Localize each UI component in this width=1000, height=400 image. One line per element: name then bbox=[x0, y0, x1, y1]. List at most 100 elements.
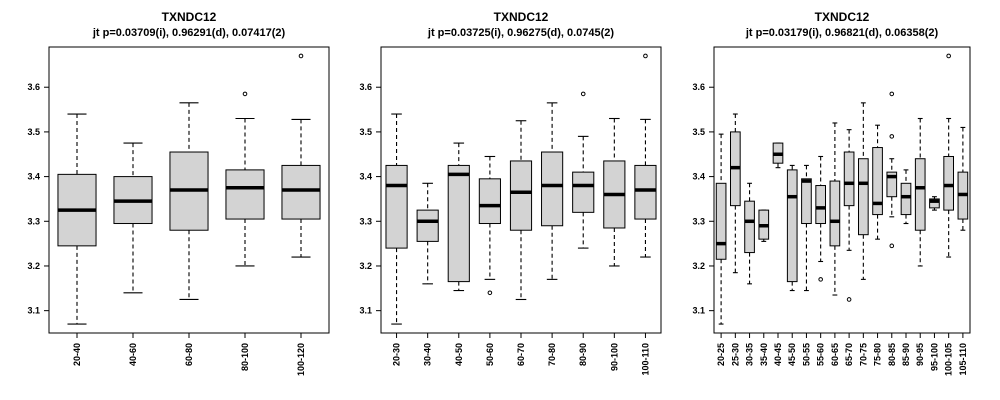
outlier-point bbox=[889, 134, 895, 139]
box-body bbox=[943, 155, 955, 211]
box-body bbox=[416, 209, 439, 242]
chart-title: TXNDC12 bbox=[815, 10, 870, 24]
outlier-point bbox=[946, 53, 951, 59]
x-category-label: 30-35 bbox=[745, 343, 755, 366]
box-65-70 bbox=[843, 129, 855, 302]
x-category-label: 20-30 bbox=[392, 343, 402, 366]
y-tick-label: 3.1 bbox=[359, 306, 372, 316]
x-category-label: 20-40 bbox=[72, 343, 82, 366]
x-category-label: 100-120 bbox=[296, 343, 306, 376]
y-tick-label: 3.5 bbox=[359, 127, 372, 137]
y-tick-label: 3.3 bbox=[692, 216, 705, 226]
plot-frame bbox=[713, 46, 971, 334]
x-category-label: 45-50 bbox=[787, 343, 797, 366]
x-category-label: 80-85 bbox=[887, 343, 897, 366]
y-tick-label: 3.2 bbox=[27, 261, 40, 271]
box-body bbox=[225, 169, 265, 220]
box-35-40 bbox=[758, 209, 770, 242]
chart-subtitle: jt p=0.03179(i), 0.96821(d), 0.06358(2) bbox=[745, 27, 939, 39]
panel-3: TXNDC12 jt p=0.03179(i), 0.96821(d), 0.06… bbox=[692, 10, 971, 376]
box-body bbox=[900, 182, 912, 216]
outlier-point bbox=[643, 53, 648, 59]
x-category-label: 40-50 bbox=[454, 343, 464, 366]
y-tick-label: 3.4 bbox=[359, 172, 372, 182]
x-category-label: 20-25 bbox=[716, 343, 726, 366]
box-body bbox=[786, 169, 798, 283]
y-tick-label: 3.1 bbox=[27, 306, 40, 316]
box-body bbox=[478, 178, 501, 225]
box-40-45 bbox=[772, 142, 784, 169]
box-20-30 bbox=[385, 113, 408, 325]
x-category-label: 105-110 bbox=[958, 343, 968, 376]
panel-1: TXNDC12 jt p=0.03709(i), 0.96291(d), 0.07… bbox=[27, 10, 330, 376]
box-body bbox=[801, 178, 812, 225]
box-body bbox=[929, 198, 940, 209]
y-tick-label: 3.4 bbox=[692, 172, 705, 182]
box-90-95 bbox=[914, 117, 926, 267]
box-80-100 bbox=[225, 91, 265, 267]
y-tick-label: 3.3 bbox=[27, 216, 40, 226]
x-category-label: 60-80 bbox=[184, 343, 194, 366]
box-body bbox=[744, 200, 755, 254]
box-80-85 bbox=[886, 91, 898, 249]
box-55-60 bbox=[815, 155, 827, 282]
box-105-110 bbox=[957, 126, 969, 231]
box-body bbox=[281, 164, 321, 220]
box-50-55 bbox=[801, 164, 812, 292]
box-body bbox=[872, 147, 883, 216]
x-category-label: 25-30 bbox=[730, 343, 740, 366]
panel-2: TXNDC12 jt p=0.03725(i), 0.96275(d), 0.07… bbox=[359, 10, 662, 376]
box-body bbox=[829, 180, 841, 247]
box-body bbox=[914, 158, 926, 231]
y-tick-label: 3.1 bbox=[692, 306, 705, 316]
box-50-60 bbox=[478, 155, 501, 296]
box-30-35 bbox=[744, 182, 755, 285]
box-70-80 bbox=[541, 102, 564, 280]
outlier-point bbox=[889, 91, 895, 97]
box-body bbox=[715, 182, 727, 260]
x-category-label: 40-60 bbox=[128, 343, 138, 366]
box-45-50 bbox=[786, 164, 798, 292]
x-category-label: 80-90 bbox=[578, 343, 588, 366]
outlier-point bbox=[242, 91, 248, 97]
box-body bbox=[857, 158, 869, 236]
box-85-90 bbox=[900, 169, 912, 225]
chart-subtitle: jt p=0.03709(i), 0.96291(d), 0.07417(2) bbox=[92, 27, 286, 39]
x-category-label: 50-60 bbox=[485, 343, 495, 366]
chart-subtitle: jt p=0.03725(i), 0.96275(d), 0.0745(2) bbox=[427, 27, 615, 39]
y-tick-label: 3.3 bbox=[359, 216, 372, 226]
box-body bbox=[886, 171, 898, 198]
box-20-40 bbox=[57, 113, 97, 325]
box-70-75 bbox=[857, 102, 869, 280]
box-100-120 bbox=[281, 53, 321, 258]
box-90-100 bbox=[603, 117, 626, 267]
x-category-label: 75-80 bbox=[873, 343, 883, 366]
x-category-label: 50-55 bbox=[801, 343, 811, 366]
outlier-point bbox=[889, 243, 895, 249]
x-category-label: 90-100 bbox=[609, 343, 619, 371]
box-75-80 bbox=[872, 124, 883, 240]
y-tick-label: 3.6 bbox=[692, 82, 705, 92]
x-category-label: 70-75 bbox=[858, 343, 868, 366]
x-category-label: 30-40 bbox=[423, 343, 433, 366]
box-body bbox=[634, 164, 657, 220]
box-100-105 bbox=[943, 53, 955, 258]
x-category-label: 90-95 bbox=[915, 343, 925, 366]
x-category-label: 65-70 bbox=[844, 343, 854, 366]
box-100-110 bbox=[634, 53, 657, 258]
chart-title: TXNDC12 bbox=[162, 10, 217, 24]
x-category-label: 60-70 bbox=[516, 343, 526, 366]
x-category-label: 40-45 bbox=[773, 343, 783, 366]
x-category-label: 35-40 bbox=[759, 343, 769, 366]
x-category-label: 55-60 bbox=[816, 343, 826, 366]
x-category-label: 95-100 bbox=[929, 343, 939, 371]
box-20-25 bbox=[715, 133, 727, 325]
box-80-90 bbox=[572, 91, 595, 249]
x-category-label: 100-105 bbox=[944, 343, 954, 376]
outlier-point bbox=[580, 91, 586, 97]
x-category-label: 80-100 bbox=[240, 343, 250, 371]
outlier-point bbox=[487, 290, 493, 296]
outlier-point bbox=[846, 297, 852, 302]
box-body bbox=[447, 164, 470, 283]
box-60-80 bbox=[169, 102, 209, 301]
